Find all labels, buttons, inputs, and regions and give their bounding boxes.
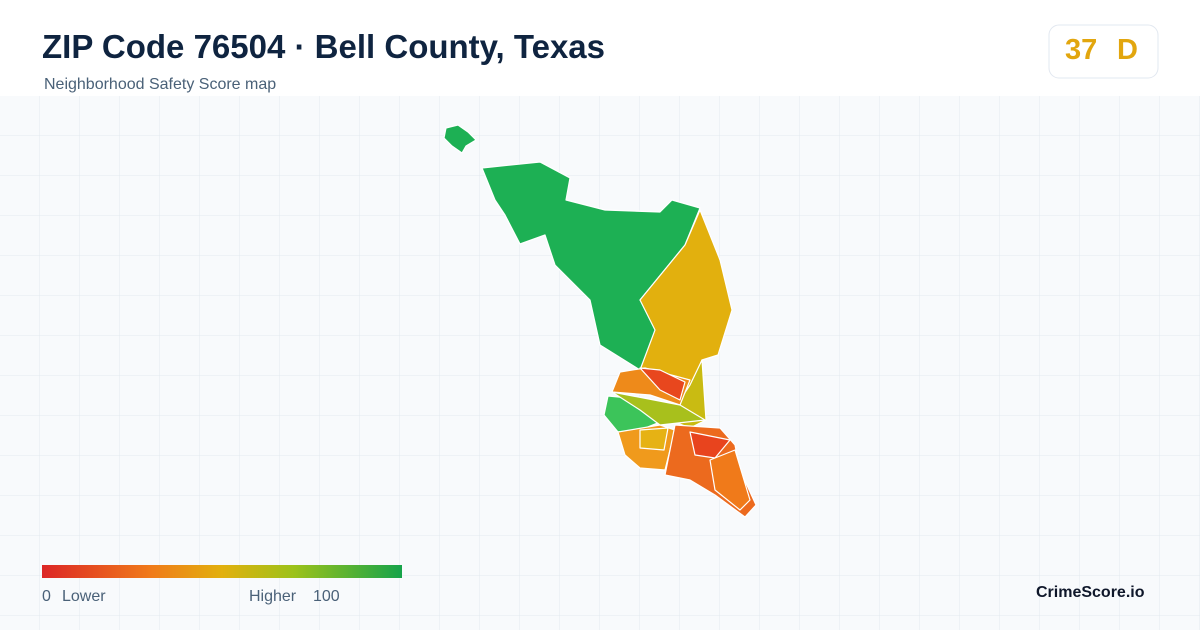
score-badge bbox=[1048, 24, 1159, 79]
score-grade: D bbox=[1117, 34, 1138, 66]
region bbox=[639, 427, 669, 451]
legend-max-label: Higher bbox=[249, 588, 297, 605]
region bbox=[611, 391, 706, 426]
region bbox=[639, 367, 686, 401]
regions bbox=[443, 124, 757, 518]
legend-gradient bbox=[42, 565, 402, 578]
header-bg bbox=[0, 0, 1200, 96]
brand: CrimeScore.io bbox=[1036, 584, 1145, 601]
title: ZIP Code 76504 · Bell County, Texas bbox=[42, 28, 606, 65]
region bbox=[709, 449, 751, 511]
legend-min: 0 bbox=[42, 588, 51, 605]
legend-min-label: Lower bbox=[62, 588, 106, 605]
score-value: 37 bbox=[1065, 34, 1098, 66]
legend-max: 100 bbox=[313, 588, 340, 605]
grid bbox=[0, 96, 1200, 630]
subtitle: Neighborhood Safety Score map bbox=[44, 76, 277, 93]
region bbox=[443, 124, 477, 154]
